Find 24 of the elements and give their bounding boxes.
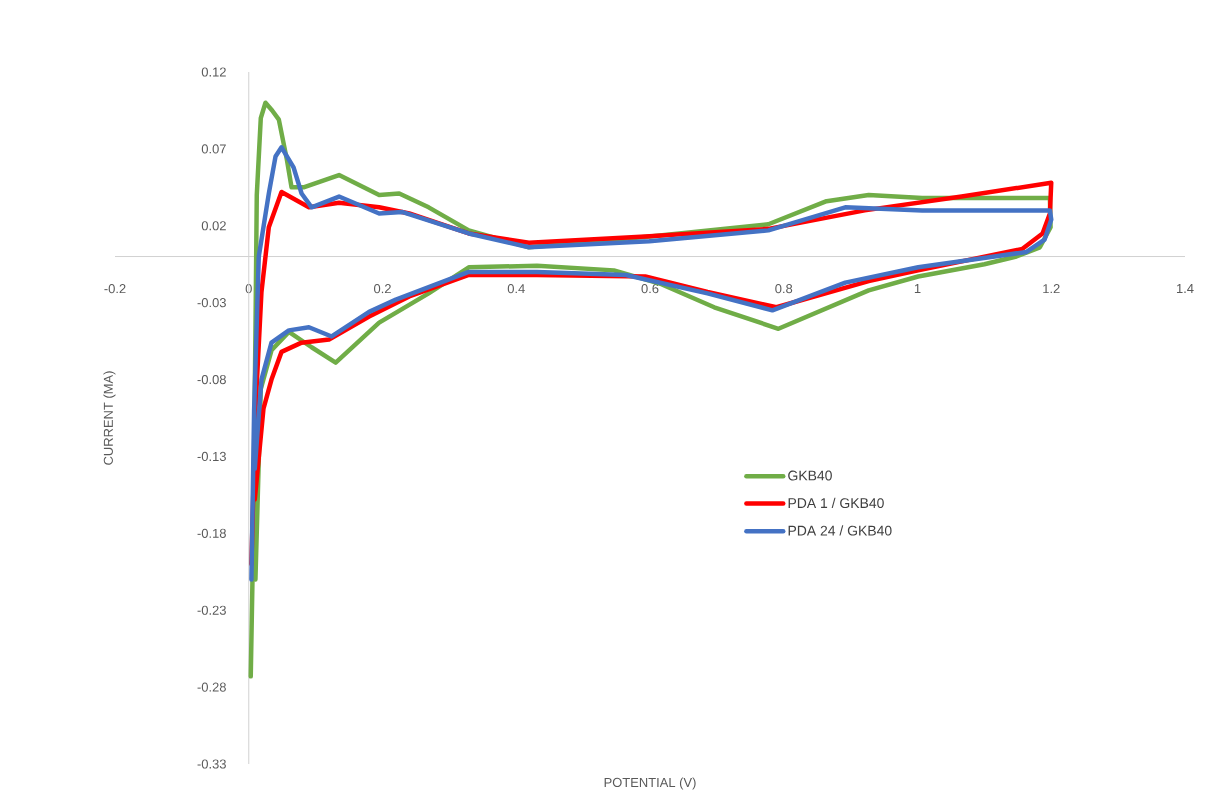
legend-label: PDA 24 / GKB40 <box>788 525 892 536</box>
y-tick-label: -0.18 <box>197 528 226 538</box>
x-axis-title: POTENTIAL (V) <box>604 777 696 790</box>
x-tick-label: -0.2 <box>104 284 126 294</box>
x-tick-label: 1.2 <box>1043 284 1060 294</box>
x-tick-label: 0.8 <box>775 284 793 294</box>
x-tick-label: 1.4 <box>1176 284 1194 293</box>
x-tick-label: 0.2 <box>374 284 391 294</box>
y-tick-label: 0.12 <box>201 67 226 77</box>
legend-label: PDA 1 / GKB40 <box>788 497 884 509</box>
y-tick-label: 0.07 <box>201 144 226 154</box>
y-tick-label: -0.13 <box>197 451 226 462</box>
y-tick-label: -0.33 <box>197 759 226 769</box>
y-tick-label: -0.03 <box>197 298 226 308</box>
x-tick-label: 0 <box>245 284 252 294</box>
x-tick-label: 0.4 <box>507 284 525 294</box>
y-tick-label: 0.02 <box>201 221 226 231</box>
x-tick-label: 0.6 <box>641 284 659 294</box>
y-axis-title: CURRENT (MA) <box>103 371 116 465</box>
legend-label: GKB40 <box>788 470 832 481</box>
y-tick-label: -0.23 <box>197 605 226 615</box>
y-tick-label: -0.08 <box>197 374 226 385</box>
x-tick-label: 1 <box>914 284 921 293</box>
y-tick-label: -0.28 <box>197 682 226 692</box>
